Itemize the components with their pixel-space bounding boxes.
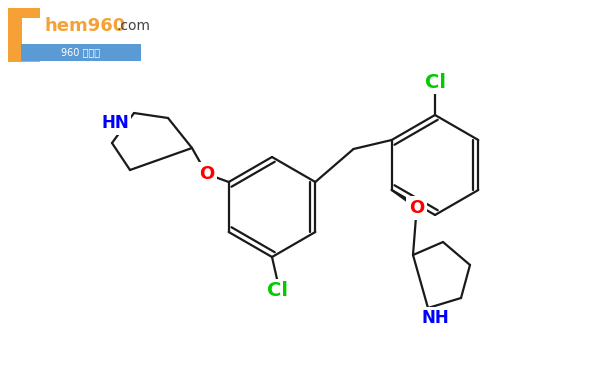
Text: .com: .com — [116, 19, 150, 33]
Text: O: O — [409, 199, 424, 217]
FancyBboxPatch shape — [21, 44, 141, 61]
Text: hem960: hem960 — [44, 17, 125, 35]
Text: NH: NH — [421, 309, 449, 327]
Text: Cl: Cl — [425, 72, 445, 92]
Polygon shape — [8, 8, 40, 62]
Text: Cl: Cl — [266, 282, 287, 300]
Text: O: O — [199, 165, 214, 183]
Text: 960 化工网: 960 化工网 — [62, 47, 100, 57]
Text: HN: HN — [101, 114, 129, 132]
